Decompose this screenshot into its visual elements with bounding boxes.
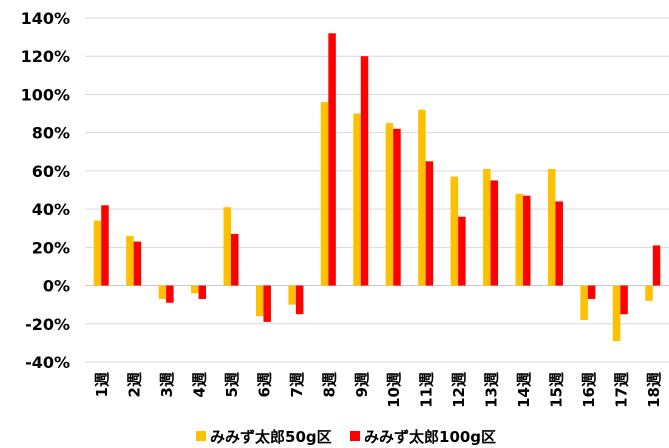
legend-swatch-50g [196,431,206,441]
bar-50g [645,285,653,301]
bar-50g [158,285,167,299]
bar-50g [450,176,459,286]
x-tick-label: 2週 [126,372,144,397]
bar-100g [393,128,401,286]
bar-100g [328,33,336,286]
x-tick-label: 5週 [223,372,241,397]
x-tick-label: 10週 [385,372,403,408]
x-tick-label: 11週 [418,372,436,408]
bar-50g [515,193,523,286]
x-tick-label: 17週 [612,372,630,408]
bars [93,33,661,341]
y-tick-label: 0% [43,277,70,296]
bar-50g [288,285,296,305]
bar-50g [385,123,394,286]
x-tick-label: 9週 [353,372,371,397]
bar-100g [263,285,271,322]
bar-50g [191,285,199,294]
bar-50g [223,207,231,286]
y-tick-label: 120% [21,47,70,66]
bar-50g [612,285,621,341]
bar-50g [320,102,329,286]
y-tick-label: -20% [25,315,70,334]
bar-100g [133,241,142,286]
bar-100g [652,245,661,286]
gridlines [85,17,669,363]
y-tick-label: 100% [21,85,70,104]
bar-100g [425,161,434,286]
x-tick-label: 14週 [515,372,533,408]
bar-100g [166,285,174,303]
y-tick-label: 80% [32,124,70,143]
bar-50g [580,285,588,320]
y-axis-tick-labels: 140% 120% 100% 80% 60% 40% 20% 0% -20% -40% [21,9,70,372]
y-tick-label: 40% [32,200,70,219]
x-tick-label: 15週 [547,372,565,408]
x-tick-label: 16週 [580,372,598,408]
x-tick-label: 7週 [288,372,306,397]
x-axis-tick-labels: 1週 2週 3週 4週 5週 6週 7週 8週 9週 10週 11週 12週 13週 14週 15週 16週 1… [93,372,663,408]
bar-100g [620,285,628,315]
y-tick-label: -40% [25,353,70,372]
legend: みみず太郎50g区 みみず太郎100g区 [196,428,496,446]
legend-label-100g: みみず太郎100g区 [364,428,496,446]
x-tick-label: 1週 [93,372,111,397]
bar-50g [547,168,556,286]
bar-100g [231,233,239,286]
bar-100g [360,56,369,286]
bar-50g [93,220,102,286]
bar-100g [101,205,109,286]
x-tick-label: 6週 [255,372,273,397]
y-tick-label: 60% [32,162,70,181]
bar-100g [458,216,466,286]
legend-swatch-100g [350,431,360,441]
y-tick-label: 20% [32,238,70,257]
bar-50g [126,235,134,286]
bar-100g [198,285,207,299]
bar-50g [483,168,491,286]
x-tick-label: 13週 [483,372,501,408]
x-tick-label: 18週 [645,372,663,408]
x-tick-label: 3週 [158,372,176,397]
bar-100g [587,285,596,299]
x-tick-label: 4週 [191,372,209,397]
bar-50g [418,109,426,286]
bar-100g [490,180,499,286]
bar-100g [295,285,304,315]
bar-50g [353,113,361,286]
y-tick-label: 140% [21,9,70,28]
bar-100g [523,195,531,286]
bar-50g [255,285,264,317]
legend-label-50g: みみず太郎50g区 [210,428,332,446]
x-tick-label: 12週 [450,372,468,408]
x-tick-label: 8週 [320,372,338,397]
bar-100g [555,201,563,286]
